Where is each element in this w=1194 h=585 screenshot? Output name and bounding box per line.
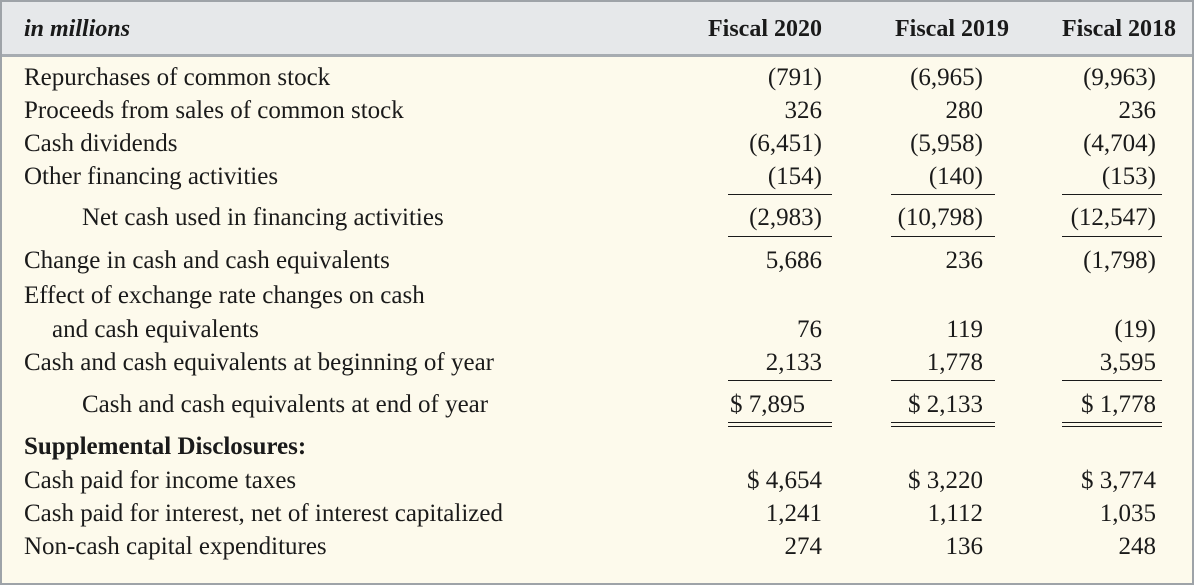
cell-fx-effect-2019: 119	[946, 316, 983, 343]
header-fiscal-2019: Fiscal 2019	[895, 16, 1009, 42]
row-label-dividends: Cash dividends	[24, 130, 178, 157]
table-header	[2, 2, 1192, 57]
row-label-net-financing: Net cash used in financing activities	[82, 204, 444, 231]
cell-taxes-paid-2018: $ 3,774	[1081, 467, 1156, 494]
cell-repurchases-2019: (6,965)	[910, 64, 983, 91]
header-units-label: in millions	[24, 16, 131, 42]
cell-dividends-2019: (5,958)	[910, 130, 983, 157]
cell-interest-paid-2020: 1,241	[765, 500, 822, 527]
cell-begin-cash-2020: 2,133	[765, 349, 822, 376]
row-label-fx-effect-line1: Effect of exchange rate changes on cash	[24, 282, 425, 309]
cell-proceeds-2020: 326	[784, 97, 823, 124]
row-label-taxes-paid: Cash paid for income taxes	[24, 467, 297, 494]
subtotal-rule	[891, 194, 995, 195]
cell-other-financing-2018: (153)	[1101, 163, 1156, 190]
cell-net-financing-2018: (12,547)	[1070, 204, 1156, 231]
subtotal-rule	[1062, 236, 1162, 237]
row-label-repurchases: Repurchases of common stock	[24, 64, 331, 91]
subtotal-rule	[1062, 194, 1162, 195]
cell-change-cash-2018: (1,798)	[1083, 247, 1156, 274]
cell-dividends-2018: (4,704)	[1083, 130, 1156, 157]
cell-fx-effect-2018: (19)	[1114, 316, 1156, 343]
cell-end-cash-2019: $ 2,133	[908, 391, 983, 418]
subtotal-rule	[728, 380, 832, 381]
cell-taxes-paid-2019: $ 3,220	[908, 467, 983, 494]
row-label-fx-effect-line2: and cash equivalents	[52, 316, 259, 343]
subtotal-rule	[891, 380, 995, 381]
cell-change-cash-2020: 5,686	[765, 247, 822, 274]
cell-other-financing-2019: (140)	[928, 163, 983, 190]
cell-repurchases-2020: (791)	[767, 64, 822, 91]
header-fiscal-2020: Fiscal 2020	[708, 16, 822, 42]
cell-end-cash-2018: $ 1,778	[1081, 391, 1156, 418]
cell-interest-paid-2018: 1,035	[1099, 500, 1156, 527]
cell-other-financing-2020: (154)	[767, 163, 822, 190]
cell-end-cash-2020-value: $ 7,895	[730, 391, 805, 418]
cell-repurchases-2018: (9,963)	[1083, 64, 1156, 91]
row-label-change-cash: Change in cash and cash equivalents	[24, 247, 390, 274]
row-label-end-cash: Cash and cash equivalents at end of year	[82, 391, 489, 418]
cell-proceeds-2018: 236	[1118, 97, 1157, 124]
cell-taxes-paid-2020: $ 4,654	[747, 467, 822, 494]
subtotal-rule	[728, 236, 832, 237]
cell-noncash-capex-2020: 274	[784, 533, 823, 560]
row-label-proceeds: Proceeds from sales of common stock	[24, 97, 404, 124]
row-label-noncash-capex: Non-cash capital expenditures	[24, 533, 327, 560]
supplemental-heading: Supplemental Disclosures:	[24, 433, 307, 460]
cell-change-cash-2019: 236	[945, 247, 984, 274]
total-double-rule	[891, 422, 995, 427]
row-label-other-financing: Other financing activities	[24, 163, 279, 190]
subtotal-rule	[1062, 380, 1162, 381]
cell-noncash-capex-2019: 136	[945, 533, 984, 560]
cell-noncash-capex-2018: 248	[1118, 533, 1157, 560]
row-label-begin-cash: Cash and cash equivalents at beginning o…	[24, 349, 494, 376]
cell-interest-paid-2019: 1,112	[927, 500, 983, 527]
total-double-rule	[1062, 422, 1162, 427]
subtotal-rule	[728, 194, 832, 195]
subtotal-rule	[891, 236, 995, 237]
cell-begin-cash-2019: 1,778	[926, 349, 983, 376]
total-double-rule	[728, 422, 832, 427]
header-fiscal-2018: Fiscal 2018	[1062, 16, 1176, 42]
cell-net-financing-2020: (2,983)	[749, 204, 822, 231]
cell-fx-effect-2020: 76	[797, 316, 822, 343]
cell-end-cash-2020: $ 7,895	[730, 390, 822, 420]
cell-begin-cash-2018: 3,595	[1099, 349, 1156, 376]
cell-net-financing-2019: (10,798)	[897, 204, 983, 231]
cell-proceeds-2019: 280	[945, 97, 984, 124]
cell-dividends-2020: (6,451)	[749, 130, 822, 157]
row-label-interest-paid: Cash paid for interest, net of interest …	[24, 500, 503, 527]
